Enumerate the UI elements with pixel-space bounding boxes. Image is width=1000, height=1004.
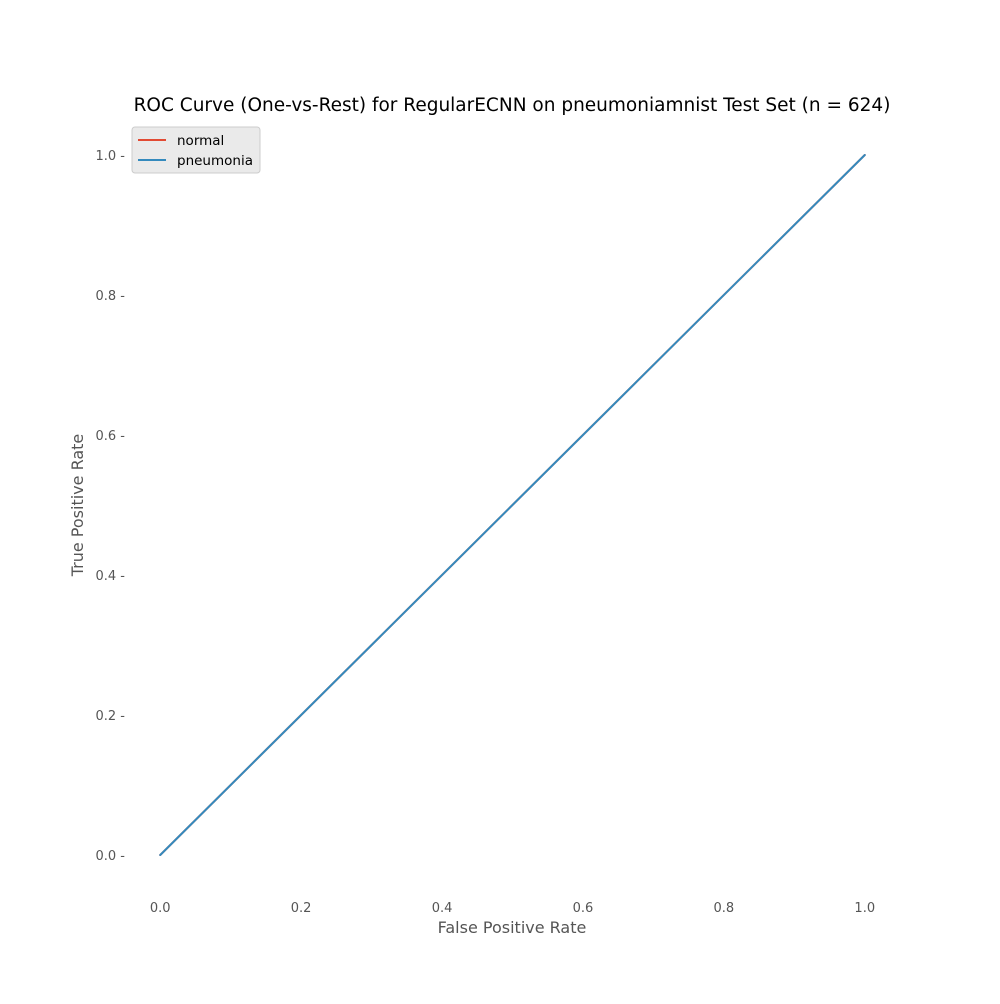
legend-label-normal: normal	[177, 133, 224, 149]
x-axis-label: False Positive Rate	[438, 918, 587, 937]
y-tick-label: 0.0 -	[96, 849, 126, 864]
y-tick-label: 0.4 -	[96, 569, 126, 584]
chart-title: ROC Curve (One-vs-Rest) for RegularECNN …	[134, 95, 891, 116]
legend: normal pneumonia	[131, 126, 261, 174]
y-tick-label: 1.0 -	[96, 149, 126, 164]
y-tick-label: 0.6 -	[96, 429, 126, 444]
x-tick-label: 0.0	[150, 901, 171, 916]
x-axis-ticks: 0.0 0.2 0.4 0.6 0.8 1.0	[150, 901, 875, 916]
x-tick-label: 0.8	[714, 901, 735, 916]
y-axis-label: True Positive Rate	[68, 434, 87, 578]
legend-label-pneumonia: pneumonia	[177, 153, 253, 169]
series-layer	[159, 154, 866, 856]
x-tick-label: 1.0	[854, 901, 875, 916]
series-line-pneumonia	[159, 154, 866, 856]
x-tick-label: 0.2	[291, 901, 312, 916]
legend-box	[131, 126, 261, 174]
x-tick-label: 0.4	[432, 901, 453, 916]
y-tick-label: 0.8 -	[96, 289, 126, 304]
x-tick-label: 0.6	[573, 901, 594, 916]
y-axis-ticks: 0.0 - 0.2 - 0.4 - 0.6 - 0.8 - 1.0 -	[96, 149, 126, 864]
y-tick-label: 0.2 -	[96, 709, 126, 724]
